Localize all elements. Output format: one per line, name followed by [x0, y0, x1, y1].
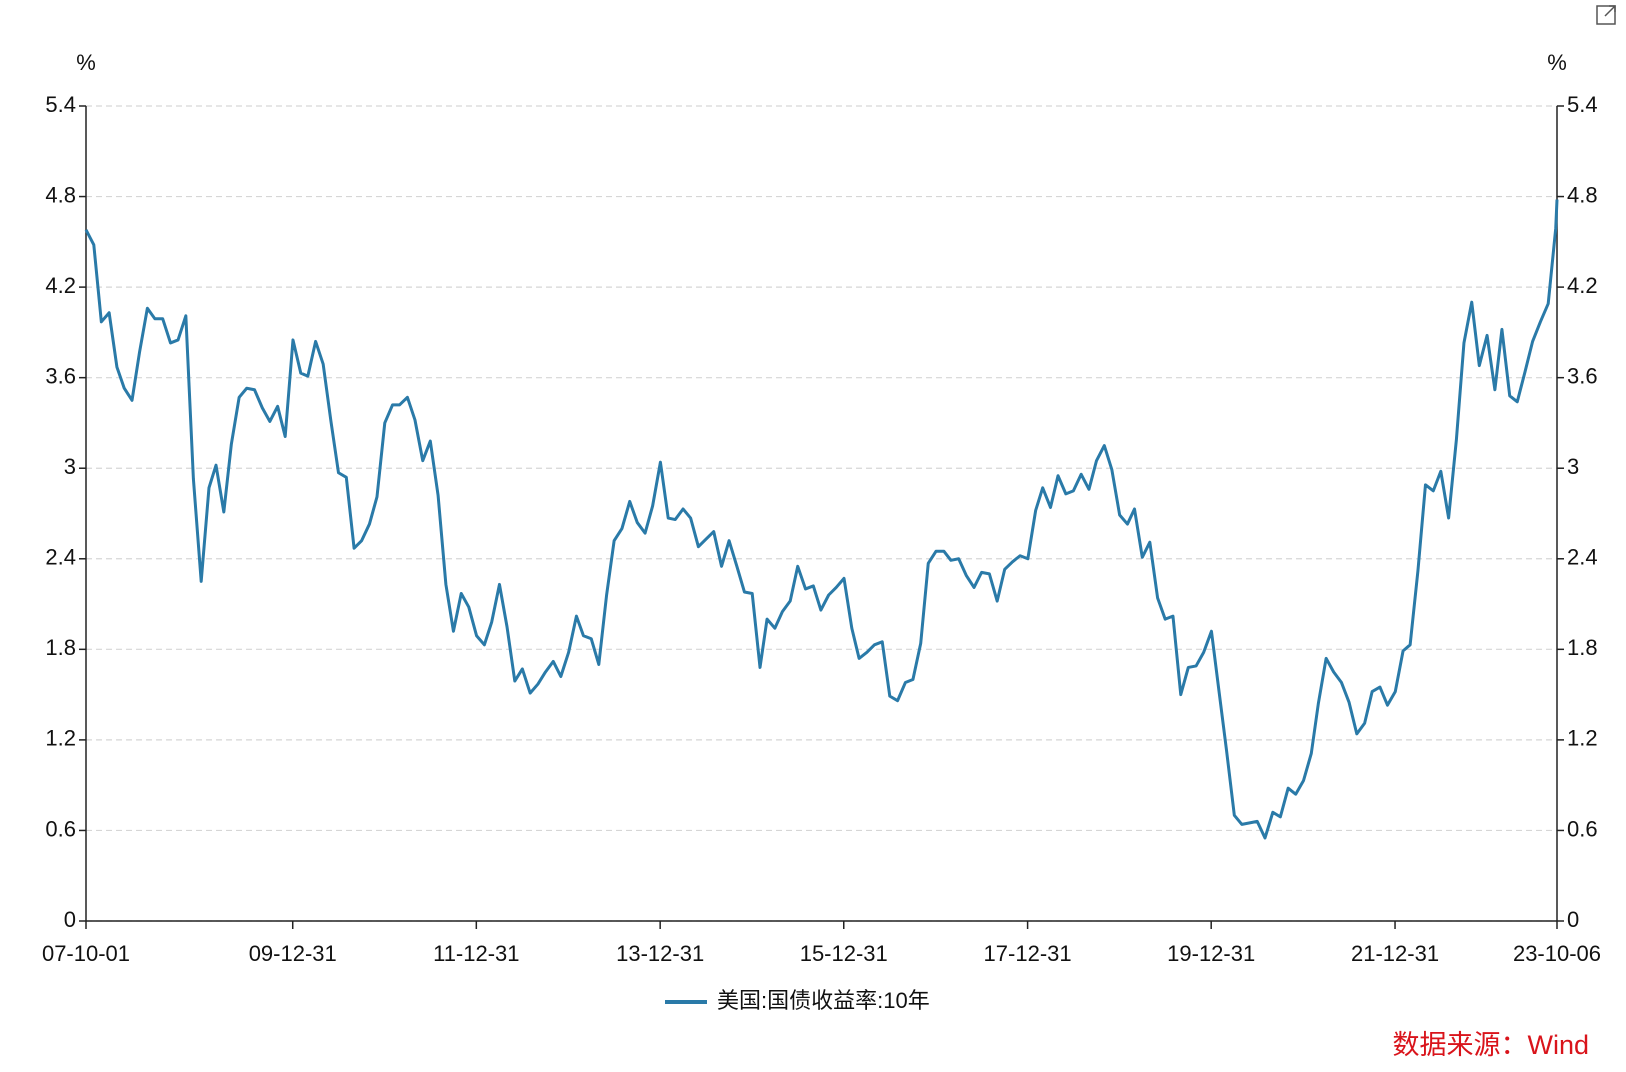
- y-tick-label: 5.4: [45, 92, 76, 117]
- y2-tick-label: 5.4: [1567, 92, 1598, 117]
- x-tick-label: 09-12-31: [249, 941, 337, 966]
- x-tick-label: 13-12-31: [616, 941, 704, 966]
- y2-tick-label: 4.2: [1567, 273, 1598, 298]
- x-tick-label: 17-12-31: [984, 941, 1072, 966]
- y-tick-label: 0: [64, 907, 76, 932]
- y2-axis-unit: %: [1547, 50, 1567, 75]
- legend-label: 美国:国债收益率:10年: [717, 988, 930, 1013]
- y-tick-label: 0.6: [45, 816, 76, 841]
- y2-tick-label: 2.4: [1567, 545, 1598, 570]
- y2-tick-label: 3: [1567, 454, 1579, 479]
- expand-icon[interactable]: [1596, 5, 1616, 25]
- y-tick-label: 1.2: [45, 726, 76, 751]
- y-tick-label: 3: [64, 454, 76, 479]
- y2-tick-label: 1.2: [1567, 726, 1598, 751]
- y-tick-label: 2.4: [45, 545, 76, 570]
- icon-frame: [1596, 5, 1616, 25]
- x-tick-label: 19-12-31: [1167, 941, 1255, 966]
- y2-tick-label: 0.6: [1567, 816, 1598, 841]
- data-line: [84, 199, 1559, 840]
- x-tick-label: 21-12-31: [1351, 941, 1439, 966]
- y-tick-label: 4.8: [45, 182, 76, 207]
- x-tick-label: 11-12-31: [433, 941, 519, 966]
- y-tick-label: 1.8: [45, 635, 76, 660]
- y2-tick-label: 3.6: [1567, 363, 1598, 388]
- x-tick-label: 07-10-01: [42, 941, 130, 966]
- x-tick-label: 23-10-06: [1513, 941, 1601, 966]
- y2-tick-label: 1.8: [1567, 635, 1598, 660]
- y2-tick-label: 4.8: [1567, 182, 1598, 207]
- y-tick-label: 4.2: [45, 273, 76, 298]
- y-tick-label: 3.6: [45, 363, 76, 388]
- y2-tick-label: 0: [1567, 907, 1579, 932]
- source-note: 数据来源：Wind: [1392, 1030, 1589, 1060]
- y-axis-unit: %: [76, 50, 96, 75]
- x-tick-label: 15-12-31: [800, 941, 888, 966]
- icon-arrow: [1604, 5, 1616, 17]
